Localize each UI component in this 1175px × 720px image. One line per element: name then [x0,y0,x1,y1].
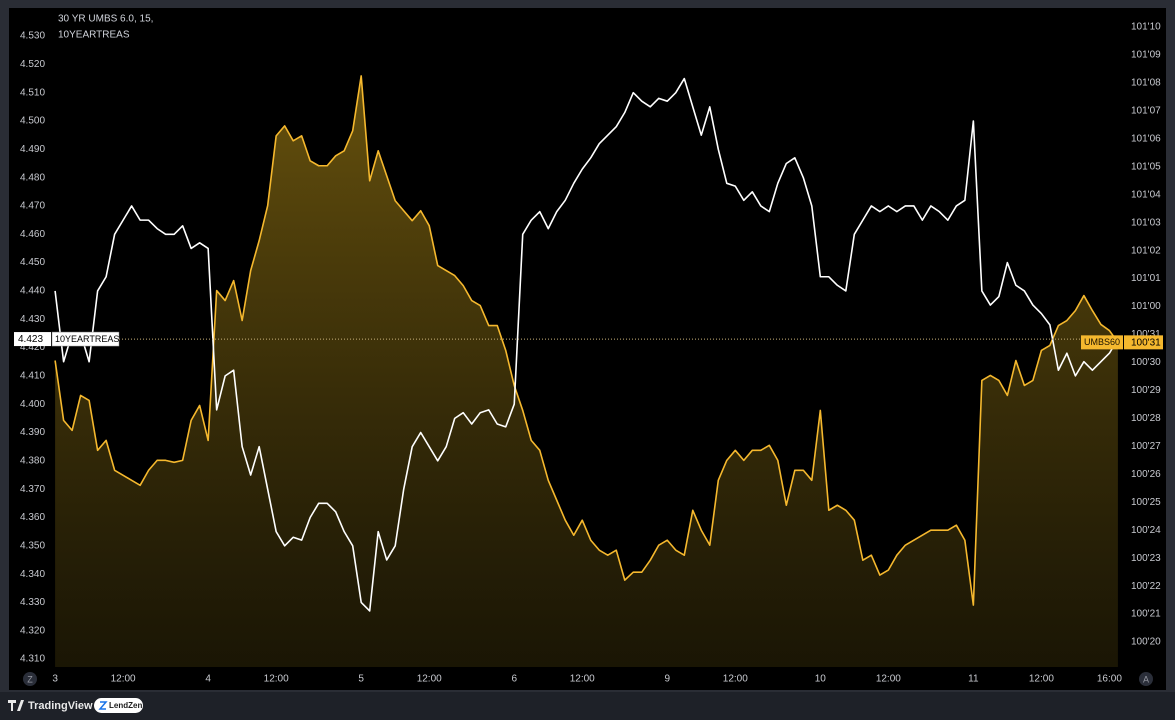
y-tick-label: 4.510 [20,87,45,98]
series-line [54,77,1119,612]
price-tags: 4.423 10YEARTREAS UMBS60 100'31 [14,331,1163,350]
y2-tick-label: 101'01 [1131,273,1161,284]
auto-scale-button[interactable] [1139,672,1153,686]
series-tag-name: 10YEARTREAS [55,334,119,344]
brand-name: TradingView [28,700,93,712]
y2-tick-label: 101'02 [1131,245,1161,256]
timezone-button-label[interactable]: Z [27,674,33,684]
logo-icon [8,700,24,711]
y2-tick-label: 101'10 [1131,22,1161,33]
x-tick-label: 12:00 [570,674,595,685]
y2-tick-label: 100'21 [1131,609,1161,620]
price-tag-value: 100'31 [1131,337,1161,348]
y2-tick-label: 101'06 [1131,133,1161,144]
y-tick-label: 4.360 [20,512,45,523]
y2-tick-label: 100'25 [1131,497,1161,508]
x-tick-label: 12:00 [723,674,748,685]
y-tick-label: 4.370 [20,484,45,495]
y-tick-label: 4.350 [20,540,45,551]
series-tag-name: UMBS60 [1084,337,1120,347]
y-tick-label: 4.500 [20,116,45,127]
price-tag-box [14,332,51,347]
series-area [55,75,1118,667]
tradingview-logo[interactable]: TradingView [8,700,93,712]
y-tick-label: 4.340 [20,569,45,580]
x-tick-label: 11 [968,674,979,685]
y2-tick-label: 100'29 [1131,385,1161,396]
chart-title: 30 YR UMBS 6.0, 15, [58,14,153,25]
y-tick-label: 4.450 [20,257,45,268]
y2-tick-label: 100'22 [1131,581,1161,592]
partner-name: LendZen [109,701,142,710]
x-tick-label: 12:00 [264,674,289,685]
x-tick-label: 12:00 [417,674,442,685]
footer-bar [0,692,1175,720]
x-tick-label: 12:00 [1029,674,1054,685]
y-tick-label: 4.520 [20,59,45,70]
y-tick-label: 4.400 [20,399,45,410]
x-tick-label: 10 [815,674,827,685]
axes: 4.310 4.320 4.330 4.340 4.350 4.360 4.370 4.380… [20,22,1161,685]
plot-area [54,75,1119,667]
y2-tick-label: 100'26 [1131,469,1161,480]
y-tick-label: 4.470 [20,201,45,212]
y-tick-label: 4.460 [20,229,45,240]
series-legend: 10YEARTREAS [58,30,130,41]
price-tag-box [1124,335,1163,350]
x-tick-label: 3 [52,674,58,685]
y2-tick-label: 101'05 [1131,161,1161,172]
y2-tick-label: 101'03 [1131,217,1161,228]
y-tick-label: 4.480 [20,172,45,183]
y2-tick-label: 101'00 [1131,301,1161,312]
y-tick-label: 4.380 [20,455,45,466]
y2-tick-label: 101'08 [1131,78,1161,89]
series-tag-box [51,331,120,347]
y2-tick-label: 100'23 [1131,553,1161,564]
x-tick-label: 4 [205,674,211,685]
y2-tick-label: 101'04 [1131,189,1161,200]
x-tick-label: 12:00 [111,674,136,685]
y-tick-label: 4.410 [20,371,45,382]
x-tick-label: 16:00 [1097,674,1122,685]
y2-tick-label: 100'30 [1131,357,1161,368]
y-tick-label: 4.320 [20,625,45,636]
y2-tick-label: 101'09 [1131,50,1161,61]
y-tick-label: 4.310 [20,654,45,665]
y-tick-label: 4.390 [20,427,45,438]
y-tick-label: 4.430 [20,314,45,325]
y2-tick-label: 101'07 [1131,106,1161,117]
series-tag-box [1081,335,1123,350]
y2-tick-label: 100'31 [1131,329,1161,340]
x-tick-label: 6 [511,674,517,685]
auto-scale-button-label[interactable]: A [1143,674,1149,684]
x-tick-label: 9 [664,674,670,685]
y2-tick-label: 100'24 [1131,525,1161,536]
price-tag-value: 4.423 [18,334,43,345]
x-tick-label: 5 [358,674,364,685]
y2-tick-label: 100'20 [1131,637,1161,648]
y-tick-label: 4.490 [20,144,45,155]
y-tick-label: 4.330 [20,597,45,608]
y2-tick-label: 100'27 [1131,441,1161,452]
y2-tick-label: 100'28 [1131,413,1161,424]
series-line [54,75,1119,606]
partner-icon [98,701,108,710]
y-tick-label: 4.420 [20,342,45,353]
x-tick-label: 12:00 [876,674,901,685]
y-tick-label: 4.530 [20,31,45,42]
y-tick-label: 4.440 [20,286,45,297]
timezone-button[interactable] [23,672,37,686]
